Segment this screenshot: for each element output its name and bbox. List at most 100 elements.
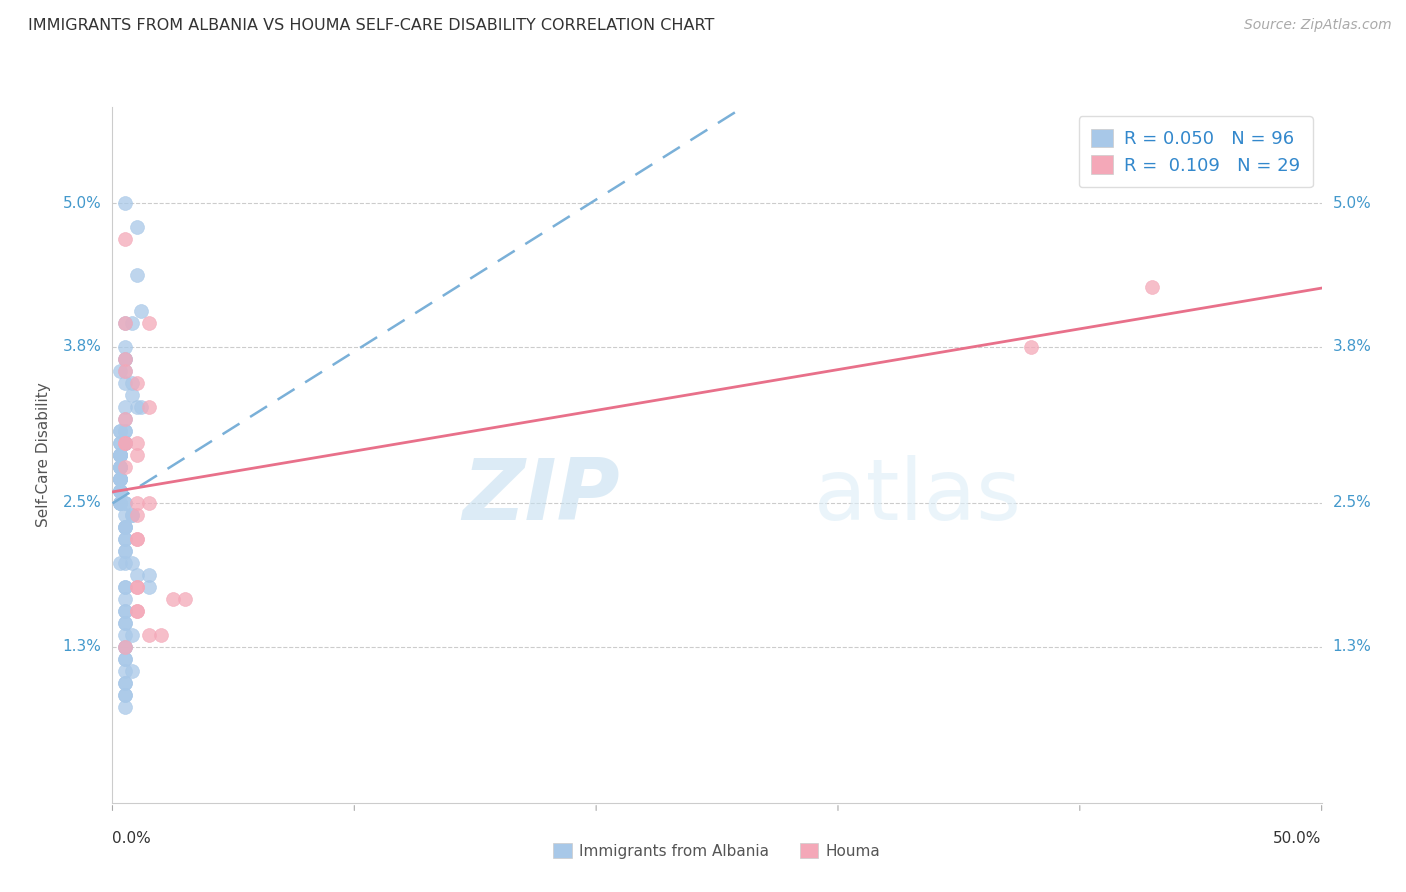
Point [138, 316, 160, 330]
Point [114, 459, 136, 474]
Text: 0.0%: 0.0% [112, 830, 152, 846]
Point [114, 316, 136, 330]
Point [114, 436, 136, 450]
Point [108, 496, 131, 510]
Point [114, 664, 136, 678]
Text: 5.0%: 5.0% [63, 195, 101, 211]
Point [114, 496, 136, 510]
Point [108, 483, 131, 498]
Point [108, 472, 131, 486]
Point [138, 400, 160, 414]
Point [114, 604, 136, 618]
Point [121, 316, 143, 330]
Point [125, 219, 148, 234]
Point [114, 628, 136, 642]
Point [125, 532, 148, 546]
Point [114, 400, 136, 414]
Point [114, 544, 136, 558]
Point [108, 472, 131, 486]
Point [114, 532, 136, 546]
Point [114, 640, 136, 654]
Text: atlas: atlas [814, 455, 1022, 538]
Point [114, 640, 136, 654]
Point [108, 424, 131, 438]
Point [114, 699, 136, 714]
Point [114, 496, 136, 510]
Point [121, 508, 143, 522]
Point [114, 436, 136, 450]
Point [114, 556, 136, 570]
Point [114, 232, 136, 246]
Point [108, 436, 131, 450]
Point [114, 376, 136, 390]
Point [114, 412, 136, 426]
Point [108, 448, 131, 462]
Point [131, 304, 153, 318]
Point [108, 448, 131, 462]
Point [108, 556, 131, 570]
Point [114, 520, 136, 534]
Point [1142, 280, 1164, 294]
Point [131, 400, 153, 414]
Point [108, 472, 131, 486]
Text: 2.5%: 2.5% [1333, 495, 1371, 510]
Point [114, 436, 136, 450]
Text: 50.0%: 50.0% [1274, 830, 1322, 846]
Point [121, 556, 143, 570]
Point [114, 544, 136, 558]
Point [114, 520, 136, 534]
Point [125, 604, 148, 618]
Text: 1.3%: 1.3% [1333, 640, 1372, 655]
Legend: Immigrants from Albania, Houma: Immigrants from Albania, Houma [547, 837, 887, 864]
Point [114, 520, 136, 534]
Point [114, 196, 136, 211]
Point [114, 436, 136, 450]
Point [125, 508, 148, 522]
Point [121, 376, 143, 390]
Point [108, 483, 131, 498]
Point [114, 604, 136, 618]
Point [108, 424, 131, 438]
Point [114, 364, 136, 378]
Point [138, 580, 160, 594]
Point [114, 688, 136, 702]
Point [108, 472, 131, 486]
Point [114, 351, 136, 366]
Text: ZIP: ZIP [463, 455, 620, 538]
Point [125, 400, 148, 414]
Point [108, 472, 131, 486]
Point [114, 652, 136, 666]
Point [125, 376, 148, 390]
Point [108, 448, 131, 462]
Point [108, 496, 131, 510]
Text: 5.0%: 5.0% [1333, 195, 1371, 211]
Text: 2.5%: 2.5% [63, 495, 101, 510]
Point [114, 316, 136, 330]
Point [114, 351, 136, 366]
Point [1021, 340, 1043, 354]
Point [114, 591, 136, 606]
Point [114, 676, 136, 690]
Point [114, 424, 136, 438]
Point [125, 496, 148, 510]
Point [114, 640, 136, 654]
Point [114, 364, 136, 378]
Point [121, 508, 143, 522]
Point [114, 580, 136, 594]
Point [149, 628, 172, 642]
Point [125, 580, 148, 594]
Point [114, 676, 136, 690]
Point [162, 591, 184, 606]
Point [108, 459, 131, 474]
Point [125, 448, 148, 462]
Point [125, 580, 148, 594]
Point [121, 628, 143, 642]
Point [114, 615, 136, 630]
Point [114, 340, 136, 354]
Text: Source: ZipAtlas.com: Source: ZipAtlas.com [1244, 18, 1392, 32]
Point [108, 459, 131, 474]
Point [121, 388, 143, 402]
Text: 1.3%: 1.3% [62, 640, 101, 655]
Point [108, 448, 131, 462]
Point [114, 351, 136, 366]
